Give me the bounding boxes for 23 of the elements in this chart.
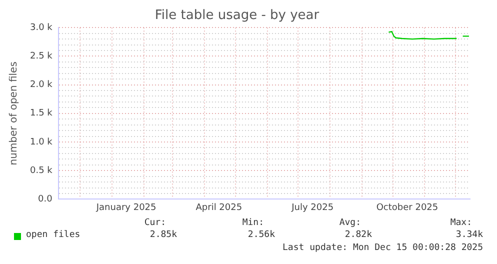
x-tick-label: April 2025 (196, 202, 242, 213)
text: 3.34k (456, 230, 483, 240)
x-tick-label: October 2025 (376, 202, 438, 213)
y-tick-label: 3.0 k (30, 22, 54, 33)
text: Min: (242, 218, 264, 228)
text: 2.85k (150, 230, 177, 240)
text: 2.56k (248, 230, 275, 240)
y-tick-label: 1.0 k (30, 137, 54, 148)
y-tick-label: 0.5 k (30, 166, 54, 176)
text: 2.82k (344, 230, 372, 240)
text: Cur: (144, 218, 166, 228)
y-tick-label: 2.5 k (30, 52, 54, 62)
x-tick-label: January 2025 (95, 202, 156, 213)
y-axis-title: number of open files (8, 62, 20, 166)
text: Avg: (339, 218, 361, 228)
chart-title: File table usage - by year (154, 8, 320, 24)
text: Max: (450, 218, 472, 228)
y-tick-label: 2.0 k (30, 80, 54, 90)
text: Last update: Mon Dec 15 00:00:28 2025 (282, 243, 483, 253)
y-tick-label: 1.5 k (30, 108, 54, 119)
y-tick-label: 0.0 (38, 194, 53, 205)
legend-label: open files (26, 230, 80, 240)
x-tick-label: July 2025 (290, 202, 334, 213)
